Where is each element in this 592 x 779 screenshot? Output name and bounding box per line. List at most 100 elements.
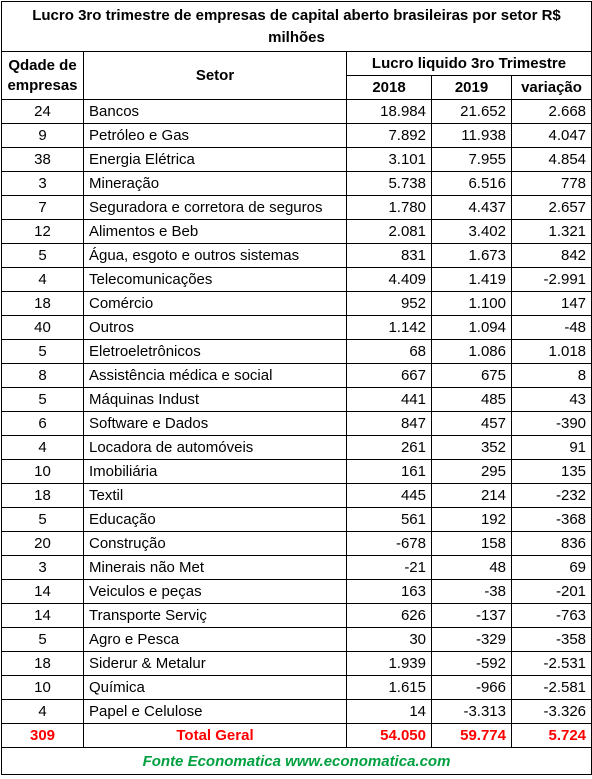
cell-qty: 3 <box>1 171 84 196</box>
cell-qty: 14 <box>1 603 84 628</box>
cell-sector: Papel e Celulose <box>83 699 347 724</box>
cell-sector: Mineração <box>83 171 347 196</box>
cell-sector: Siderur & Metalur <box>83 651 347 676</box>
cell-sector: Educação <box>83 507 347 532</box>
cell-qty: 6 <box>1 411 84 436</box>
cell-2018: 68 <box>346 339 432 364</box>
cell-2019: -592 <box>431 651 512 676</box>
table-row: 5 Educação 561 192 -368 <box>1 507 592 532</box>
cell-2019: -329 <box>431 627 512 652</box>
cell-2018: 3.101 <box>346 147 432 172</box>
table-row: 5 Eletroeletrônicos 68 1.086 1.018 <box>1 339 592 364</box>
cell-change: 69 <box>510 555 592 580</box>
cell-2018: 2.081 <box>346 219 432 244</box>
cell-2019: -137 <box>431 603 512 628</box>
cell-change: 2.668 <box>510 99 592 124</box>
table-row: 4 Locadora de automóveis 261 352 91 <box>1 435 592 460</box>
cell-2018: 952 <box>346 291 432 316</box>
cell-qty: 5 <box>1 627 84 652</box>
cell-2018: 1.142 <box>346 315 432 340</box>
cell-2019: 158 <box>431 531 512 556</box>
table-row: 3 Mineração 5.738 6.516 778 <box>1 171 592 196</box>
cell-change: 135 <box>510 459 592 484</box>
table-row: 14 Veiculos e peças 163 -38 -201 <box>1 579 592 604</box>
cell-2018: 847 <box>346 411 432 436</box>
cell-2019: 1.673 <box>431 243 512 268</box>
header-change: variação <box>510 75 592 100</box>
cell-qty: 7 <box>1 195 84 220</box>
cell-sector: Bancos <box>83 99 347 124</box>
cell-qty: 4 <box>1 699 84 724</box>
table-row: 8 Assistência médica e social 667 675 8 <box>1 363 592 388</box>
cell-change: -2.991 <box>510 267 592 292</box>
cell-change: 1.321 <box>510 219 592 244</box>
cell-qty: 12 <box>1 219 84 244</box>
cell-2018: 5.738 <box>346 171 432 196</box>
table-row: 18 Textil 445 214 -232 <box>1 483 592 508</box>
header-group: Lucro liquido 3ro Trimestre <box>345 51 592 76</box>
cell-qty: 38 <box>1 147 84 172</box>
cell-sector: Software e Dados <box>83 411 347 436</box>
cell-2019: 192 <box>431 507 512 532</box>
header-row-2: 2018 2019 variação <box>2 75 592 100</box>
cell-sector: Alimentos e Beb <box>83 219 347 244</box>
cell-2018: 14 <box>346 699 432 724</box>
cell-qty: 18 <box>1 651 84 676</box>
cell-2018: 561 <box>346 507 432 532</box>
cell-sector: Comércio <box>83 291 347 316</box>
cell-sector: Transporte Serviç <box>83 603 347 628</box>
cell-2018: 626 <box>346 603 432 628</box>
cell-change: 147 <box>510 291 592 316</box>
cell-2019: 1.100 <box>431 291 512 316</box>
cell-sector: Petróleo e Gas <box>83 123 347 148</box>
cell-change: 91 <box>510 435 592 460</box>
header-row-1: Qdade de empresas Setor Lucro liquido 3r… <box>1 51 592 100</box>
table-title: Lucro 3ro trimestre de empresas de capit… <box>0 1 592 52</box>
cell-qty: 18 <box>1 291 84 316</box>
table-row: 5 Água, esgoto e outros sistemas 831 1.673 8… <box>1 243 592 268</box>
cell-qty: 5 <box>1 507 84 532</box>
cell-2019: 352 <box>431 435 512 460</box>
cell-2019: 457 <box>431 411 512 436</box>
cell-change: 778 <box>510 171 592 196</box>
cell-qty: 4 <box>1 435 84 460</box>
source-row: Fonte Economatica www.economatica.com <box>0 747 592 775</box>
cell-sector: Construção <box>83 531 347 556</box>
table-row: 18 Siderur & Metalur 1.939 -592 -2.531 <box>1 651 592 676</box>
cell-2019: 295 <box>431 459 512 484</box>
cell-sector: Química <box>83 675 347 700</box>
cell-2018: 441 <box>346 387 432 412</box>
cell-2018: 1.615 <box>346 675 432 700</box>
cell-2019: 7.955 <box>431 147 512 172</box>
cell-qty: 9 <box>1 123 84 148</box>
cell-2019: 3.402 <box>431 219 512 244</box>
cell-2019: 4.437 <box>431 195 512 220</box>
cell-change: 1.018 <box>510 339 592 364</box>
table-row: 5 Máquinas Indust 441 485 43 <box>1 387 592 412</box>
cell-sector: Água, esgoto e outros sistemas <box>83 243 347 268</box>
cell-2019: 1.094 <box>431 315 512 340</box>
table-row: 18 Comércio 952 1.100 147 <box>1 291 592 316</box>
table-row: 10 Imobiliária 161 295 135 <box>1 459 592 484</box>
cell-qty: 14 <box>1 579 84 604</box>
cell-2018: 4.409 <box>346 267 432 292</box>
cell-2018: 1.939 <box>346 651 432 676</box>
table-row: 20 Construção -678 158 836 <box>1 531 592 556</box>
cell-change: -201 <box>510 579 592 604</box>
cell-qty: 24 <box>1 99 84 124</box>
title-row: Lucro 3ro trimestre de empresas de capit… <box>0 1 592 52</box>
cell-change: -390 <box>510 411 592 436</box>
total-row: 309 Total Geral 54.050 59.774 5.724 <box>1 723 592 748</box>
cell-2018: 163 <box>346 579 432 604</box>
cell-sector: Máquinas Indust <box>83 387 347 412</box>
cell-qty: 20 <box>1 531 84 556</box>
cell-qty: 4 <box>1 267 84 292</box>
table-row: 4 Papel e Celulose 14 -3.313 -3.326 <box>1 699 592 724</box>
cell-sector: Energia Elétrica <box>83 147 347 172</box>
cell-2019: 48 <box>431 555 512 580</box>
cell-2019: -966 <box>431 675 512 700</box>
cell-qty: 8 <box>1 363 84 388</box>
cell-2018: 1.780 <box>346 195 432 220</box>
cell-2019: 21.652 <box>431 99 512 124</box>
